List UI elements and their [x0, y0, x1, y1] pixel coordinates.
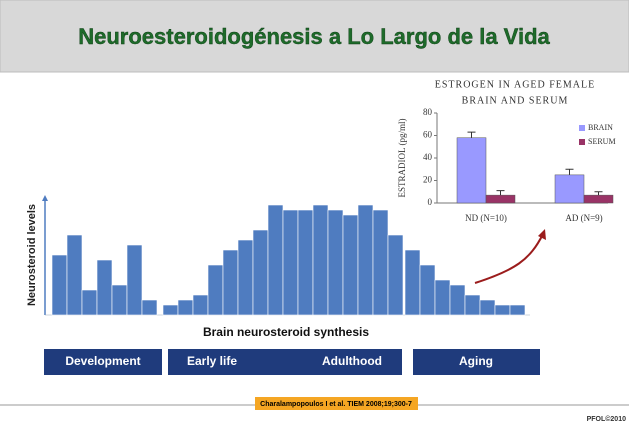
y-axis-arrow	[42, 195, 48, 201]
citation: Charalampopoulos I et al. TIEM 2008;19;3…	[260, 401, 412, 408]
stage-label: Aging	[459, 354, 493, 368]
stage-label: Early life	[187, 354, 237, 368]
bar	[464, 294, 481, 316]
error-bar	[467, 131, 476, 138]
bar	[479, 299, 496, 316]
bar	[372, 209, 389, 316]
bar	[404, 249, 421, 316]
stage-label: Development	[65, 354, 140, 368]
stage-label: Adulthood	[322, 354, 382, 368]
bar	[449, 284, 466, 316]
error-bar	[565, 168, 574, 175]
legend-swatch	[579, 125, 585, 131]
bar	[192, 294, 209, 316]
legend-label: SERUM	[588, 137, 616, 146]
y-tick-label: 80	[423, 107, 433, 117]
bar	[207, 264, 224, 316]
bar	[81, 289, 98, 316]
bar	[126, 244, 143, 316]
bar	[434, 279, 451, 316]
bar	[456, 137, 487, 204]
y-axis-label: Neurosteroid levels	[26, 204, 38, 306]
stage-box	[168, 349, 402, 375]
x-axis-label: Brain neurosteroid synthesis	[203, 325, 369, 339]
slide-title: Neuroesteroidogénesis a Lo Largo de la V…	[78, 24, 550, 49]
stage-box	[413, 349, 540, 375]
bar	[267, 204, 284, 316]
bar	[51, 254, 68, 316]
header	[0, 0, 629, 73]
y-axis-label: ESTRADIOL (pg/ml)	[397, 119, 407, 198]
chart-title: BRAIN AND SERUM	[462, 95, 569, 106]
y-tick-label: 60	[423, 130, 433, 140]
arrow-head	[538, 229, 546, 240]
stage-box	[44, 349, 162, 375]
bar	[583, 194, 614, 204]
bar	[162, 304, 179, 316]
bar	[237, 239, 254, 316]
bar	[554, 174, 585, 204]
y-tick-label: 0	[428, 197, 433, 207]
bar	[419, 264, 436, 316]
x-tick-label: AD (N=9)	[565, 213, 602, 223]
bar	[66, 234, 83, 316]
x-tick-label: ND (N=10)	[465, 213, 507, 223]
bar	[282, 209, 299, 316]
legend-swatch	[579, 139, 585, 145]
bar	[141, 299, 158, 316]
bar	[485, 194, 516, 204]
y-tick-label: 20	[423, 175, 433, 185]
arrow	[474, 233, 544, 284]
bar	[494, 304, 511, 316]
bar	[111, 284, 128, 316]
footer: PFOL©2010	[587, 415, 627, 423]
bar	[342, 214, 359, 316]
bar	[252, 229, 269, 316]
bar	[357, 204, 374, 316]
bar	[387, 234, 404, 316]
bar	[297, 209, 314, 316]
legend-label: BRAIN	[588, 123, 613, 132]
error-bar	[594, 191, 603, 196]
bar	[222, 249, 239, 316]
bar	[327, 209, 344, 316]
chart-title: ESTROGEN IN AGED FEMALE	[435, 79, 596, 90]
y-tick-label: 40	[423, 152, 433, 162]
citation-box	[255, 397, 418, 410]
bar	[96, 259, 113, 316]
bar	[177, 299, 194, 316]
bar	[312, 204, 329, 316]
error-bar	[496, 190, 505, 196]
bar	[509, 304, 526, 316]
